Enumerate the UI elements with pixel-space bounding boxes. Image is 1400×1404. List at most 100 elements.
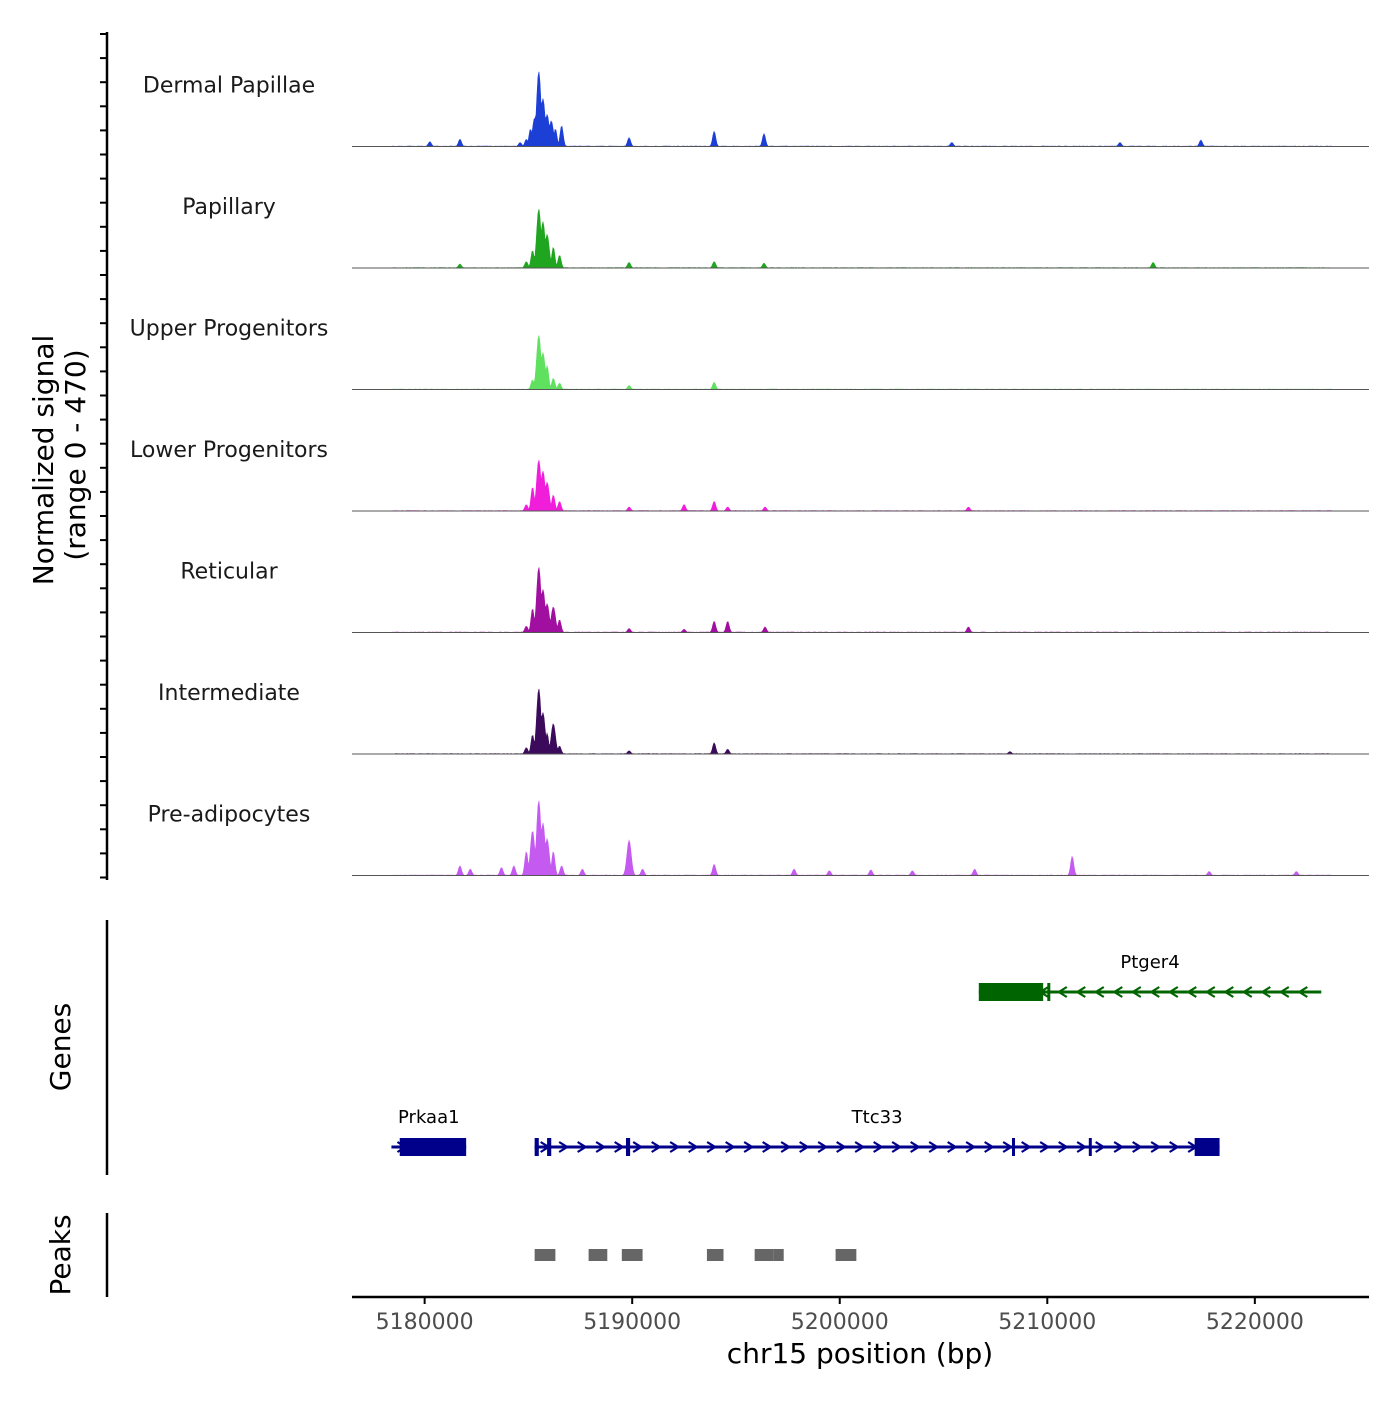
strand-arrow [1058,1141,1069,1153]
gene-exon [399,1138,467,1156]
strand-arrow [854,1141,866,1153]
strand-arrow [558,1141,570,1153]
x-tick-label: 5180000 [376,1310,474,1335]
strand-arrow [1223,986,1234,998]
gene-exon [1012,1138,1016,1156]
strand-arrow [817,1141,829,1153]
gene-label: Ttc33 [851,1107,903,1128]
strand-arrow [780,1141,792,1153]
strand-arrow [1169,1141,1180,1153]
track-label: Reticular [180,560,278,585]
track-label: Dermal Papillae [143,74,315,99]
strand-arrow [651,1141,662,1153]
strand-arrow [632,1141,644,1153]
track-pre-adipocytes: Pre-adipocytes [148,800,1369,876]
peak-region [534,1249,556,1261]
strand-arrow [1241,986,1253,998]
signal-ylabel-range: (range 0 - 470) [59,349,92,560]
strand-arrow [1204,986,1216,998]
strand-arrow [1001,986,1012,998]
strand-arrow [1039,1141,1051,1153]
strand-arrow [1260,986,1271,998]
coverage-area [352,209,1369,269]
strand-arrow [725,1141,736,1153]
strand-arrow [1113,1141,1125,1153]
strand-arrow [415,1141,427,1153]
x-axis-ticks: 5180000 5190000 5200000 5210000 5220000 [376,1297,1304,1335]
gene-exon [534,1138,539,1156]
strand-arrow [799,1141,810,1153]
strand-arrow [1130,986,1142,998]
track-upper-progenitors: Upper Progenitors [130,317,1369,390]
gene-prkaa1: Prkaa1 [391,1107,467,1156]
strand-arrow [1056,986,1068,998]
strand-arrow [540,1141,551,1153]
coverage-area [352,460,1369,512]
strand-arrow [928,1141,940,1153]
coverage-area [352,567,1369,633]
strand-arrow [1186,986,1197,998]
coverage-area [352,800,1369,876]
strand-arrow [706,1141,718,1153]
strand-arrow [1187,1141,1199,1153]
strand-arrow [1019,986,1031,998]
strand-arrow [873,1141,884,1153]
strand-arrow [433,1141,445,1153]
strand-arrow [1297,986,1308,998]
coverage-area [352,335,1369,390]
track-label: Upper Progenitors [130,317,329,342]
peak-region [588,1249,608,1261]
strand-arrow [947,1141,958,1153]
strand-arrow [982,986,994,998]
gene-label: Ptger4 [1120,952,1179,973]
strand-arrow [1206,1141,1217,1153]
strand-arrow [688,1141,699,1153]
x-axis-label: chr15 position (bp) [727,1337,993,1370]
strand-arrow [1076,1141,1088,1153]
strand-arrow [1149,986,1160,998]
x-tick-label: 5220000 [1206,1310,1304,1335]
gene-exon [1088,1138,1092,1156]
strand-arrow [910,1141,921,1153]
strand-arrow [1002,1141,1014,1153]
peak-region [835,1249,857,1261]
strand-arrow [891,1141,903,1153]
coverage-tracks: Dermal Papillae Papillary Upper Progenitor… [130,71,1369,876]
strand-arrow [1150,1141,1162,1153]
gene-track: Ptger4 Prkaa1 Ttc33 [391,952,1322,1156]
genes-ylabel: Genes [44,1003,77,1091]
peak-region [754,1249,774,1261]
strand-arrow [595,1141,607,1153]
strand-arrow [1095,1141,1106,1153]
x-tick-label: 5190000 [583,1310,681,1335]
track-label: Lower Progenitors [130,438,328,463]
strand-arrow [452,1141,464,1153]
coverage-area [352,688,1369,755]
gene-exon [625,1138,631,1156]
strand-arrow [743,1141,755,1153]
peak-region [773,1249,784,1261]
peak-region [706,1249,724,1261]
strand-arrow [1021,1141,1032,1153]
peaks-ylabel: Peaks [44,1214,77,1295]
x-tick-label: 5210000 [998,1310,1096,1335]
track-intermediate: Intermediate [158,681,1369,755]
coverage-area [352,71,1369,147]
strand-arrow [762,1141,773,1153]
signal-axis-ticks [100,33,107,879]
strand-arrow [669,1141,681,1153]
gene-ttc33: Ttc33 [534,1107,1220,1156]
strand-arrow [1112,986,1123,998]
strand-arrow [1093,986,1105,998]
track-label: Intermediate [158,681,300,706]
strand-arrow [396,1141,408,1153]
track-dermal-papillae: Dermal Papillae [143,71,1369,147]
gene-exon [1194,1138,1220,1156]
peak-region [621,1249,643,1261]
gene-label: Prkaa1 [398,1107,460,1128]
peak-track [534,1249,857,1261]
strand-arrow [1278,986,1290,998]
track-reticular: Reticular [180,560,1369,633]
track-lower-progenitors: Lower Progenitors [130,438,1369,512]
